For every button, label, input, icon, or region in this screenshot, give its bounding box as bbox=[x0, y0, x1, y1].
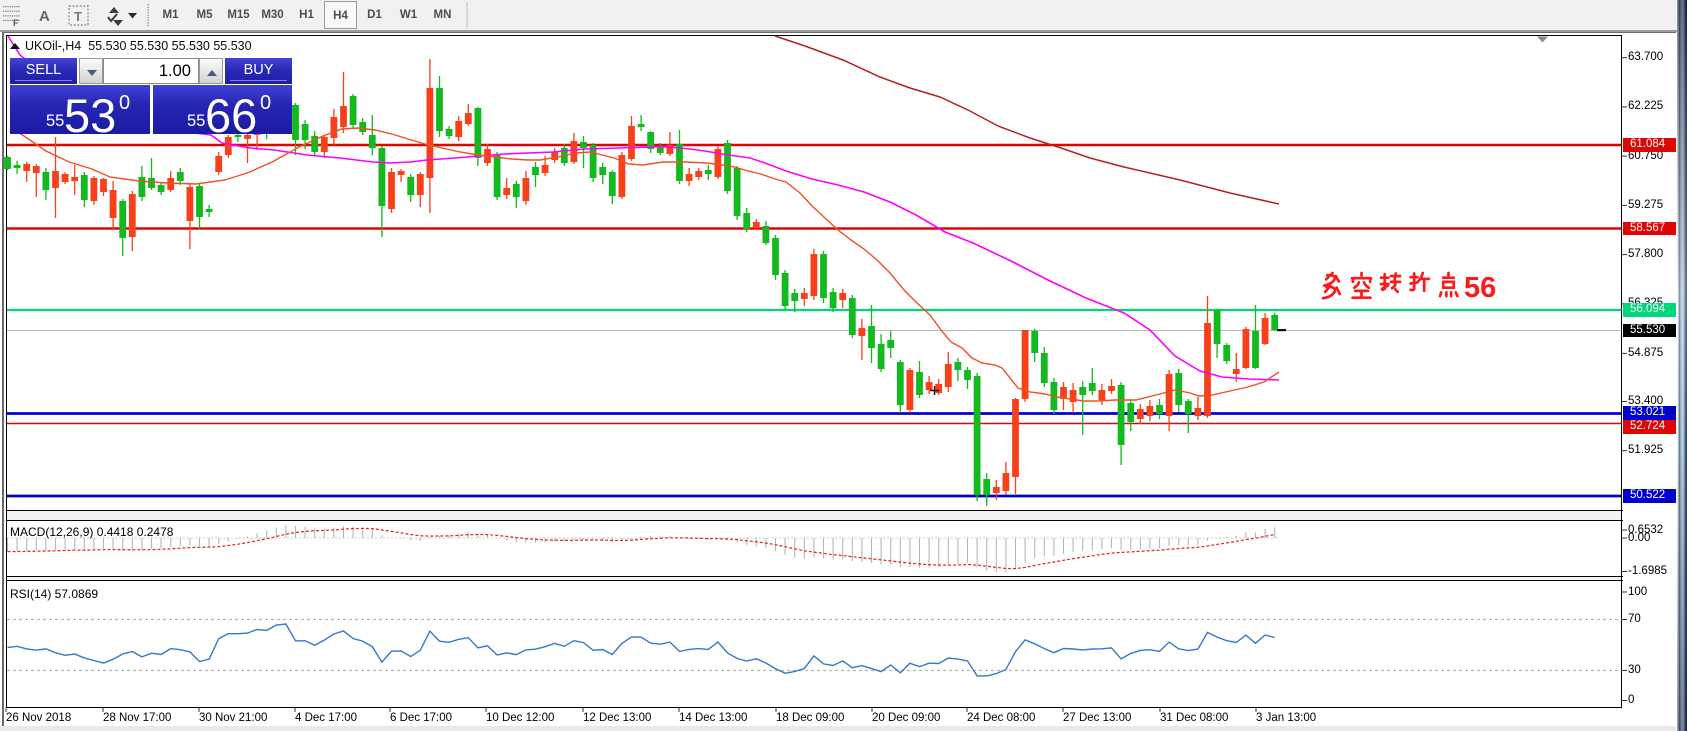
svg-text:A: A bbox=[39, 8, 50, 25]
svg-text:T: T bbox=[74, 9, 82, 24]
svg-text:F: F bbox=[13, 18, 19, 28]
svg-text:56: 56 bbox=[1464, 272, 1496, 304]
